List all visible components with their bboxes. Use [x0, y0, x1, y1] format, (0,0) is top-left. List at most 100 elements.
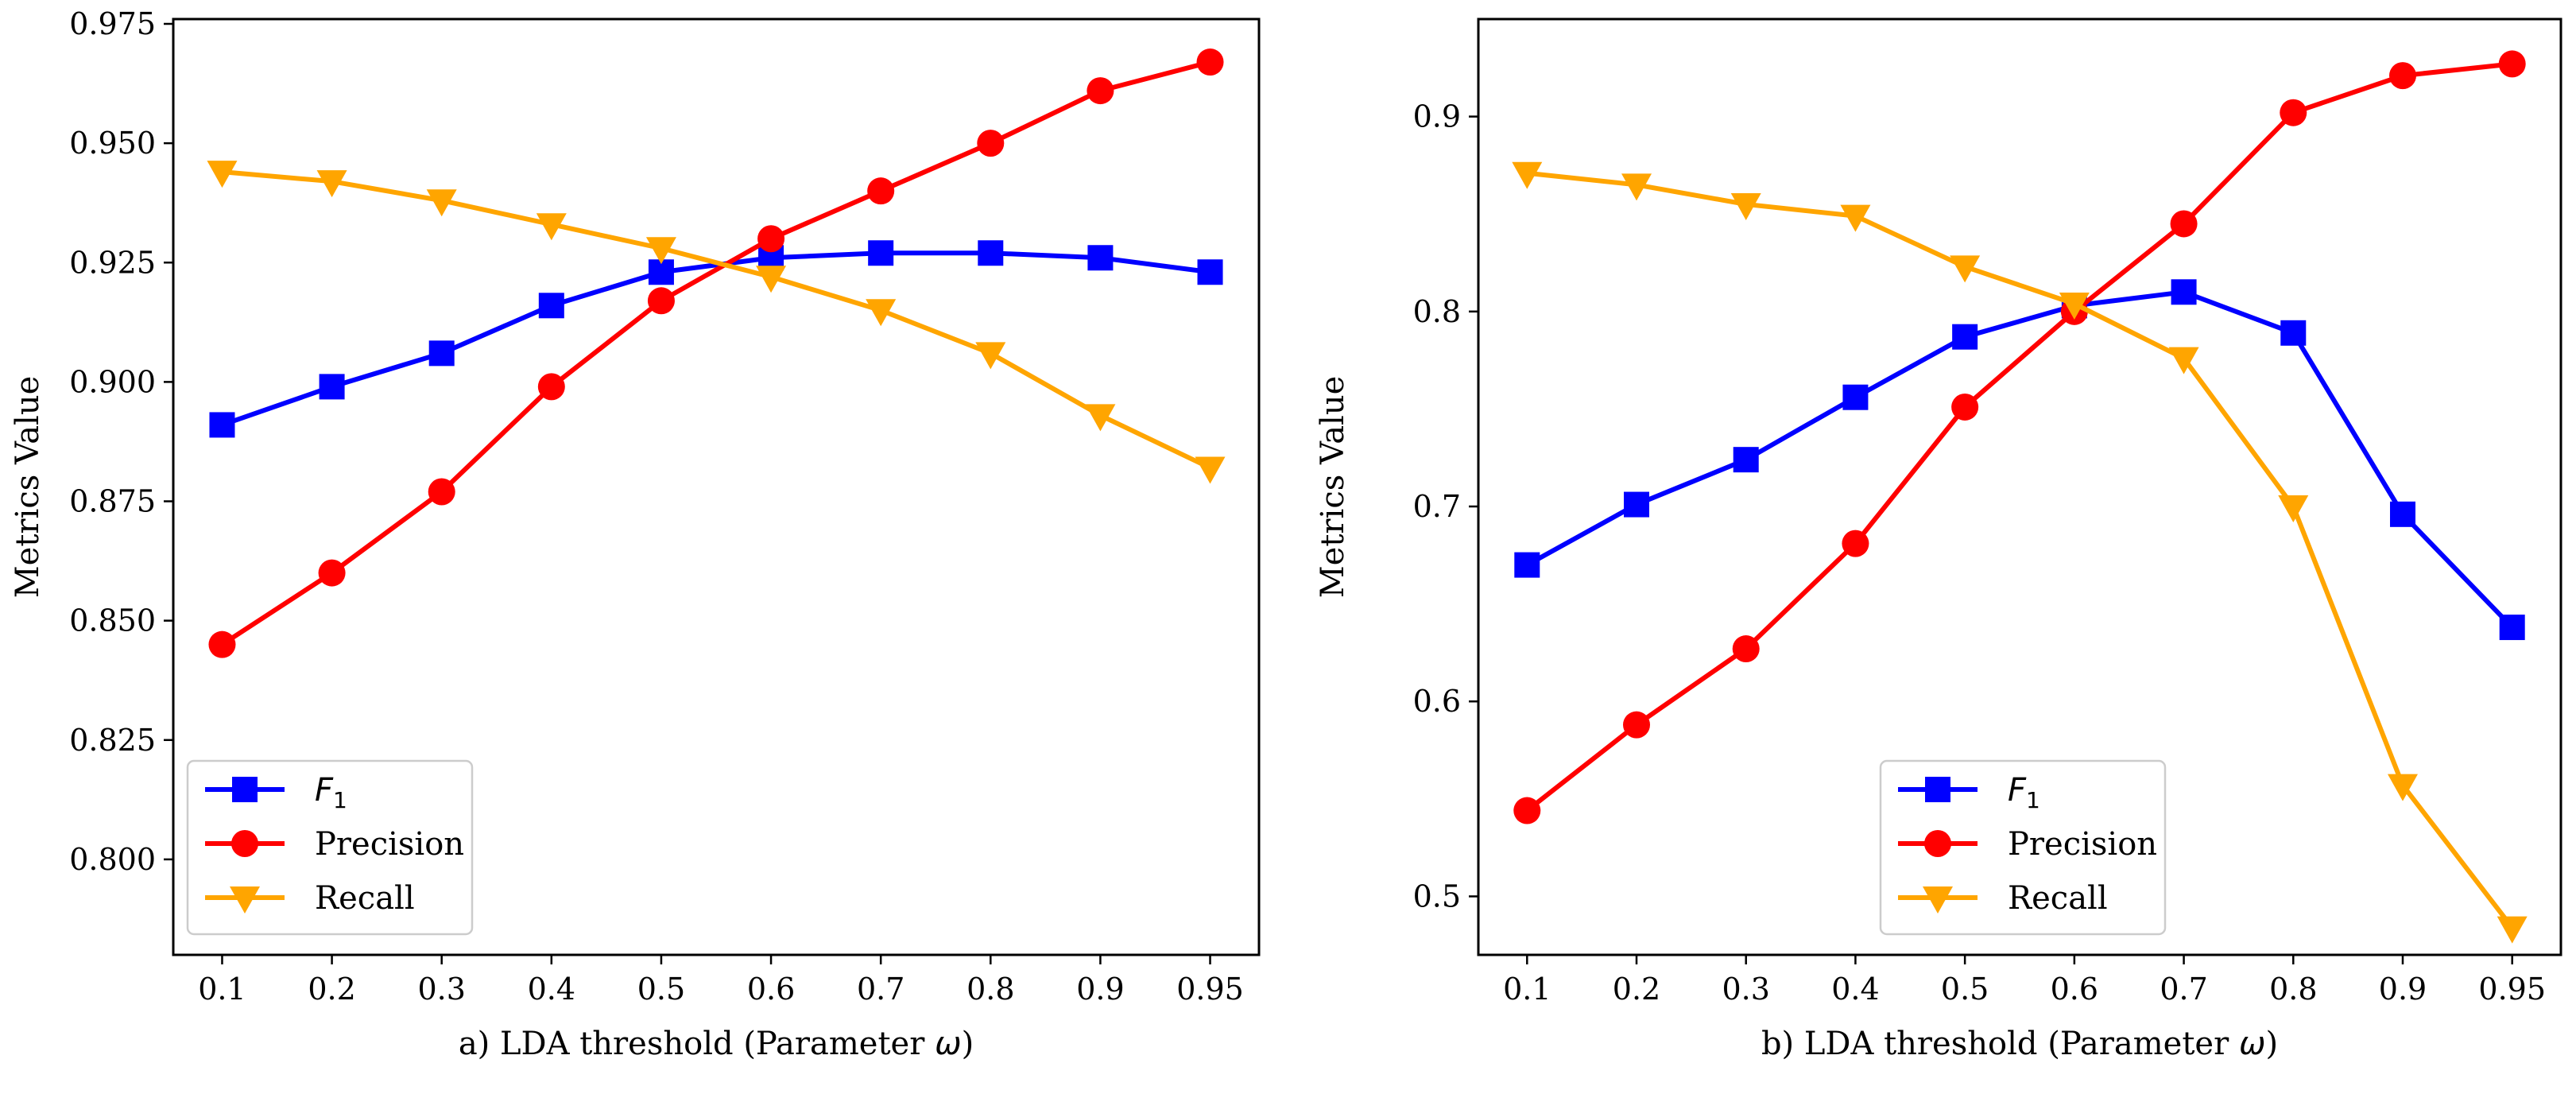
legend-f1-marker: [232, 777, 258, 802]
precision-point: [428, 478, 455, 506]
y-tick-label: 0.9: [1413, 99, 1461, 134]
x-tick-label: 0.5: [637, 972, 685, 1007]
legend-f1-label: F1: [315, 772, 347, 813]
precision-point: [1087, 77, 1114, 105]
x-tick-label: 0.6: [747, 972, 795, 1007]
recall-point: [645, 237, 676, 265]
precision-point: [867, 177, 895, 205]
x-tick-label: 0.5: [1941, 972, 1989, 1007]
recall-point: [1085, 404, 1116, 432]
f1-point: [1733, 447, 1759, 473]
recall-line: [222, 169, 1211, 471]
recall-point: [426, 189, 457, 217]
x-tick-label: 0.4: [528, 972, 575, 1007]
recall-point: [2059, 293, 2090, 320]
y-tick-label: 0.6: [1413, 684, 1461, 719]
legend-precision-marker: [231, 830, 258, 857]
y-tick-label: 0.8: [1413, 294, 1461, 329]
recall-point: [866, 299, 897, 327]
f1-point: [319, 374, 345, 400]
y-tick-label: 0.950: [69, 126, 156, 161]
x-tick-label: 0.8: [2269, 972, 2317, 1007]
recall-point: [536, 213, 567, 241]
precision-point: [2388, 62, 2416, 90]
series-recall: [207, 161, 1226, 484]
legend: F1 Precision Recall: [1879, 759, 2167, 936]
f1-point: [2499, 615, 2525, 641]
f1-point: [538, 293, 564, 319]
precision-point: [1732, 635, 1760, 663]
precision-point: [2498, 50, 2526, 78]
recall-point: [1730, 192, 1761, 220]
legend-precision-label: Precision: [2008, 826, 2157, 863]
legend-recall-label: Recall: [2008, 880, 2108, 917]
x-tick-label: 0.7: [857, 972, 905, 1007]
y-tick-label: 0.875: [69, 484, 156, 519]
y-tick-label: 0.7: [1413, 489, 1461, 524]
precision-point: [1623, 711, 1651, 739]
legend-precision-marker: [1924, 830, 1951, 857]
f1-line: [1525, 289, 2514, 630]
f1-point: [1087, 245, 1114, 271]
precision-point: [1196, 48, 1224, 76]
precision-point: [757, 225, 785, 253]
f1-point: [1842, 384, 1869, 410]
legend-f1-label: F1: [2008, 772, 2040, 813]
recall-point: [1950, 255, 1981, 283]
precision-point: [977, 130, 1005, 157]
legend-recall-label: Recall: [315, 880, 415, 917]
recall-point: [2497, 916, 2528, 944]
series-precision: [208, 48, 1224, 658]
y-axis-label: Metrics Value: [1315, 376, 1351, 599]
chart-a: 0.1 0.2 0.3 0.4 0.5 0.6 0.7 0.8 0.9 0.95 0.800 0.82…: [10, 6, 1261, 1062]
f1-point: [978, 240, 1004, 266]
x-tick-label: 0.95: [2478, 972, 2546, 1007]
legend-box: [186, 759, 474, 936]
legend-box: [1879, 759, 2167, 936]
precision-point: [2170, 210, 2198, 238]
y-tick-label: 0.800: [69, 842, 156, 877]
f1-point: [2389, 501, 2415, 527]
y-tick-label: 0.5: [1413, 879, 1461, 914]
x-tick-label: 0.1: [198, 972, 246, 1007]
precision-point: [2280, 99, 2307, 126]
recall-point: [975, 342, 1006, 370]
f1-point: [1952, 324, 1978, 350]
series-precision: [1513, 50, 2526, 824]
series-f1: [209, 240, 1223, 438]
recall-point: [1840, 204, 1871, 232]
series-recall: [1512, 161, 2528, 944]
x-tick-label: 0.6: [2051, 972, 2098, 1007]
precision-point: [647, 287, 675, 315]
legend-precision-label: Precision: [315, 826, 464, 863]
precision-point: [537, 373, 565, 401]
x-tick-label: 0.3: [417, 972, 465, 1007]
recall-point: [207, 161, 238, 188]
precision-line: [1525, 61, 2513, 813]
f1-point: [1514, 552, 1540, 578]
x-tick-label: 0.8: [966, 972, 1014, 1007]
precision-line: [220, 60, 1211, 647]
x-tick-label: 0.9: [2379, 972, 2427, 1007]
x-tick-label: 0.3: [1722, 972, 1769, 1007]
recall-line: [1526, 170, 2515, 929]
precision-point: [318, 559, 346, 587]
axes-frame: [1477, 17, 2562, 956]
axes-frame: [172, 17, 1261, 956]
precision-point: [1842, 530, 1869, 557]
x-tick-label: 0.7: [2160, 972, 2207, 1007]
precision-point: [1513, 797, 1541, 824]
recall-point: [1512, 161, 1543, 189]
x-tick-label: 0.2: [1613, 972, 1660, 1007]
x-tick-label: 0.4: [1831, 972, 1879, 1007]
precision-point: [1951, 393, 1979, 421]
f1-point: [2280, 320, 2307, 346]
f1-point: [428, 340, 455, 367]
f1-point: [868, 240, 894, 266]
recall-point: [2278, 495, 2309, 523]
x-tick-label: 0.2: [308, 972, 355, 1007]
legend: F1 Precision Recall: [186, 759, 474, 936]
recall-point: [756, 266, 787, 293]
f1-point: [2171, 279, 2197, 305]
